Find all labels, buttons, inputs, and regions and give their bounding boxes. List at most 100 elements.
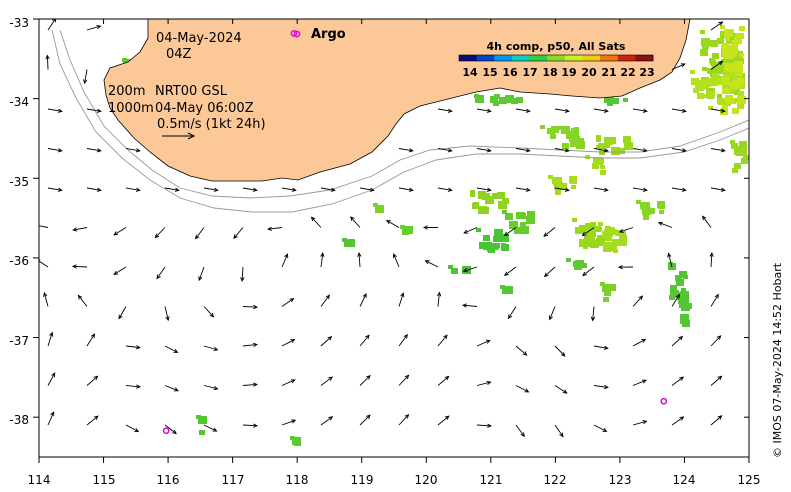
current-arrow	[113, 266, 127, 275]
argo-float-marker	[660, 397, 668, 405]
sst-pixel	[404, 226, 413, 234]
lon-tick-label: 120	[415, 473, 438, 487]
current-arrow	[310, 216, 322, 228]
current-arrow	[476, 380, 492, 386]
sst-pixel	[505, 95, 514, 103]
current-arrow	[671, 293, 680, 307]
current-arrow	[671, 187, 687, 192]
current-arrow	[113, 227, 127, 236]
sst-pixel	[490, 96, 498, 103]
analysis-time-label: 04-May 06:00Z	[155, 101, 254, 116]
current-arrow	[154, 227, 166, 239]
lat-tick-label: -37	[9, 334, 29, 348]
current-arrow	[710, 21, 724, 31]
sst-pixel	[680, 291, 689, 299]
sst-patch	[196, 415, 207, 435]
sst-pixel	[569, 176, 577, 183]
sst-pixel	[596, 145, 601, 149]
sst-pixel	[558, 183, 564, 188]
current-arrow	[242, 342, 258, 348]
current-arrow	[320, 376, 334, 386]
sst-pixel	[706, 78, 712, 83]
sst-patch	[502, 210, 535, 234]
latitude-axis: -33 -34 -35 -36 -37 -38	[9, 16, 749, 427]
current-arrow	[554, 345, 566, 357]
sst-pixel	[376, 208, 382, 213]
current-arrow	[86, 148, 102, 153]
lat-tick-label: -35	[9, 175, 29, 189]
current-arrow	[164, 187, 180, 192]
sst-pixel	[723, 54, 729, 59]
colorbar-swatch	[617, 55, 636, 61]
colorbar-tick: 23	[639, 66, 654, 79]
sst-pixel	[615, 230, 622, 236]
current-arrow	[359, 187, 375, 192]
sst-patch	[566, 258, 587, 270]
sst-pixel	[734, 51, 743, 59]
current-arrow	[476, 339, 491, 347]
plot-frame	[38, 18, 750, 458]
sst-pixel	[572, 133, 579, 139]
sst-pixel	[509, 221, 518, 229]
colorbar-tick: 17	[522, 66, 537, 79]
sst-pixel	[636, 200, 641, 204]
sst-pixel	[722, 105, 728, 110]
sst-pixel	[483, 242, 492, 250]
sst-pixel	[599, 150, 605, 155]
current-vectors	[39, 19, 726, 438]
sst-pixel	[659, 210, 664, 214]
sst-pixel	[657, 201, 665, 208]
current-arrow	[581, 227, 595, 237]
sst-pixel	[571, 136, 580, 144]
sst-pixel	[717, 38, 724, 44]
sst-pixel	[716, 77, 725, 85]
sst-pixel	[737, 96, 746, 104]
current-arrow	[398, 292, 405, 307]
current-arrow	[462, 303, 478, 308]
sst-pixel	[716, 62, 725, 70]
sst-pixel	[483, 235, 490, 241]
sst-pixel	[448, 265, 453, 269]
sst-pixel	[520, 222, 526, 227]
sst-pixel	[618, 148, 625, 154]
colorbar-swatch	[459, 55, 478, 61]
current-arrow	[164, 385, 179, 392]
current-arrow	[617, 265, 634, 270]
sst-pixel	[725, 95, 733, 102]
sst-pixel	[605, 235, 612, 241]
current-arrow	[554, 148, 570, 153]
sst-pixel	[722, 83, 731, 91]
sst-pixel	[502, 198, 509, 204]
sst-pixel	[493, 236, 500, 242]
current-arrow	[437, 108, 453, 113]
lon-tick-label: 117	[222, 473, 245, 487]
sst-pixel	[598, 222, 603, 226]
current-arrow	[125, 424, 140, 433]
current-arrow	[281, 253, 289, 268]
sst-pixel	[487, 248, 492, 252]
sst-pixel	[590, 236, 595, 240]
sst-pixel	[346, 239, 355, 247]
lon-tick-label: 118	[286, 473, 309, 487]
sst-pixel	[518, 227, 524, 232]
current-arrow	[548, 306, 556, 321]
current-arrow	[242, 423, 259, 428]
sst-pixel	[451, 268, 457, 273]
sst-pixel	[597, 235, 605, 242]
sst-pixel	[483, 207, 489, 212]
sst-pixel	[570, 142, 576, 147]
current-arrow	[515, 108, 531, 113]
colorbar-swatch	[529, 55, 548, 61]
contour-200m-label: 200m	[108, 84, 145, 99]
sst-pixel	[511, 98, 518, 104]
current-arrow	[203, 345, 219, 351]
current-arrow	[242, 304, 259, 310]
sst-pixel	[585, 223, 594, 231]
current-arrow	[476, 148, 492, 153]
sst-pixel	[712, 75, 718, 80]
sst-pixel	[596, 138, 601, 142]
sst-pixel	[514, 228, 521, 234]
current-arrow	[118, 306, 127, 320]
current-arrow	[203, 424, 218, 432]
current-arrow	[86, 24, 102, 31]
